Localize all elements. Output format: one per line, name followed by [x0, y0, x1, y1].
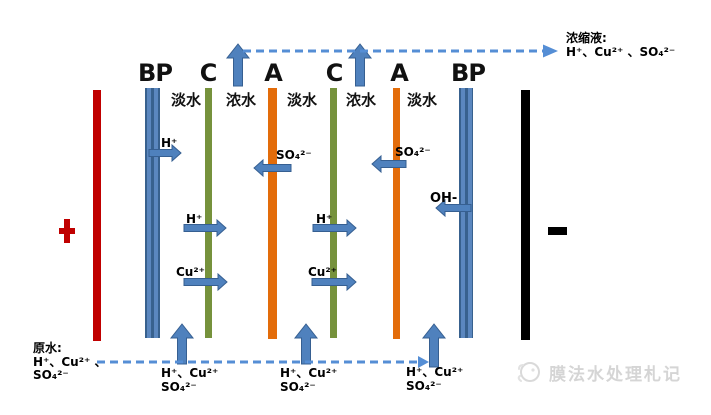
raw-water-text-block: 原水: H⁺、Cu²⁺ 、 SO₄²⁻ [33, 341, 107, 383]
concentrate-title: 浓缩液: [566, 31, 607, 45]
membrane-label-a2: A [390, 59, 409, 87]
feed-up-arrow-3 [421, 323, 447, 368]
raw-water-title: 原水: [33, 341, 62, 355]
membrane-label-c1: C [199, 59, 218, 87]
feed-3-line1: H⁺、Cu²⁺ [406, 365, 464, 379]
anion-membrane-bar-1 [268, 88, 277, 339]
feed-up-arrow-2 [293, 323, 319, 365]
feed-stream-label-1: H⁺、Cu²⁺ SO₄²⁻ [161, 366, 219, 394]
membrane-label-a1: A [264, 59, 283, 87]
compartment-label-dilute-3: 淡水 [406, 91, 438, 109]
feed-stream-label-2: H⁺、Cu²⁺ SO₄²⁻ [280, 366, 338, 394]
compartment-label-concentrate-2: 浓水 [345, 91, 377, 109]
feed-1-line1: H⁺、Cu²⁺ [161, 366, 219, 380]
ion-label-oh-bp2: OH- [430, 191, 458, 206]
concentrate-text-block: 浓缩液: H⁺、Cu²⁺ 、SO₄²⁻ [566, 31, 676, 59]
compartment-label-concentrate-1: 浓水 [225, 91, 257, 109]
minus-sign [548, 227, 567, 235]
cation-membrane-bar-2 [330, 88, 337, 338]
compartment-label-dilute-1: 淡水 [170, 91, 202, 109]
ion-label-so4-a2: SO₄²⁻ [395, 145, 431, 159]
watermark-text: 膜法水处理札记 [549, 365, 682, 385]
feed-stream-label-3: H⁺、Cu²⁺ SO₄²⁻ [406, 365, 464, 393]
cathode-electrode-bar [521, 90, 530, 340]
ion-label-h-c2: H⁺ [316, 212, 333, 226]
ion-label-so4-a1: SO₄²⁻ [276, 148, 312, 162]
ion-label-cu-c1: Cu²⁺ [176, 265, 205, 279]
anode-electrode-bar [93, 90, 101, 341]
ion-label-h-bp1: H⁺ [161, 136, 178, 150]
feed-3-line2: SO₄²⁻ [406, 378, 442, 393]
plus-sign [59, 219, 75, 243]
cation-membrane-bar-1 [205, 88, 212, 338]
concentrate-up-arrow-1 [225, 43, 251, 87]
bipolar-membrane-bar-1 [145, 88, 160, 338]
bipolar-membrane-bar-2 [459, 88, 473, 338]
feed-up-arrow-1 [169, 323, 195, 365]
watermark: 膜法水处理札记 [516, 360, 682, 385]
feed-2-line2: SO₄²⁻ [280, 379, 316, 394]
watermark-logo-icon [517, 362, 540, 382]
anion-membrane-bar-2 [393, 88, 400, 339]
concentrate-dashed-arrowhead [543, 44, 558, 58]
compartment-label-dilute-2: 淡水 [286, 91, 318, 109]
concentrate-ions: H⁺、Cu²⁺ 、SO₄²⁻ [566, 44, 676, 59]
ion-label-cu-c2: Cu²⁺ [308, 265, 337, 279]
feed-1-line2: SO₄²⁻ [161, 379, 197, 394]
feed-2-line1: H⁺、Cu²⁺ [280, 366, 338, 380]
membrane-label-c2: C [325, 59, 344, 87]
ion-label-h-c1: H⁺ [186, 212, 203, 226]
concentrate-up-arrow-2 [347, 43, 373, 87]
membrane-label-bp2: BP [451, 59, 486, 87]
membrane-label-bp1: BP [138, 59, 173, 87]
raw-water-ions-line1: H⁺、Cu²⁺ 、 [33, 354, 107, 369]
raw-water-ions-line2: SO₄²⁻ [33, 368, 69, 382]
